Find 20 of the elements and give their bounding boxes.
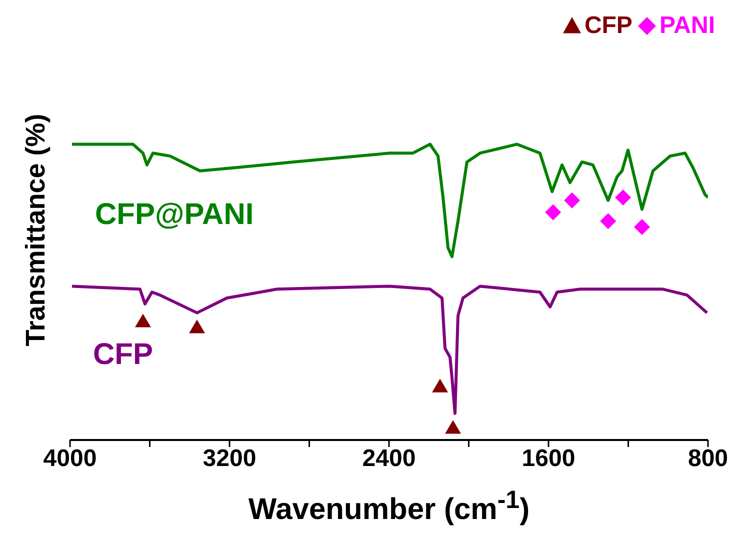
point xyxy=(634,219,650,236)
x-tick-label: 4000 xyxy=(43,445,97,472)
x-tick-label: 1600 xyxy=(522,445,576,472)
point xyxy=(545,204,562,220)
point xyxy=(600,213,616,230)
point xyxy=(432,378,448,392)
point xyxy=(564,192,580,208)
x-tick-label: 3200 xyxy=(202,445,256,472)
point xyxy=(189,320,205,334)
point xyxy=(615,189,632,206)
x-axis-title: Wavenumber (cm$^{-1}$) xyxy=(247,486,531,527)
legend-label: PANI xyxy=(659,12,715,39)
x-tick-label: 800 xyxy=(688,445,728,472)
y-axis-title: Transmittance (%) xyxy=(20,114,52,346)
point xyxy=(445,420,461,434)
legend-label: CFP xyxy=(584,12,632,39)
point xyxy=(134,314,151,328)
x-tick-label: 2400 xyxy=(362,445,416,472)
series-label: CFP@PANI xyxy=(95,198,254,232)
series-label: CFP xyxy=(93,338,153,372)
